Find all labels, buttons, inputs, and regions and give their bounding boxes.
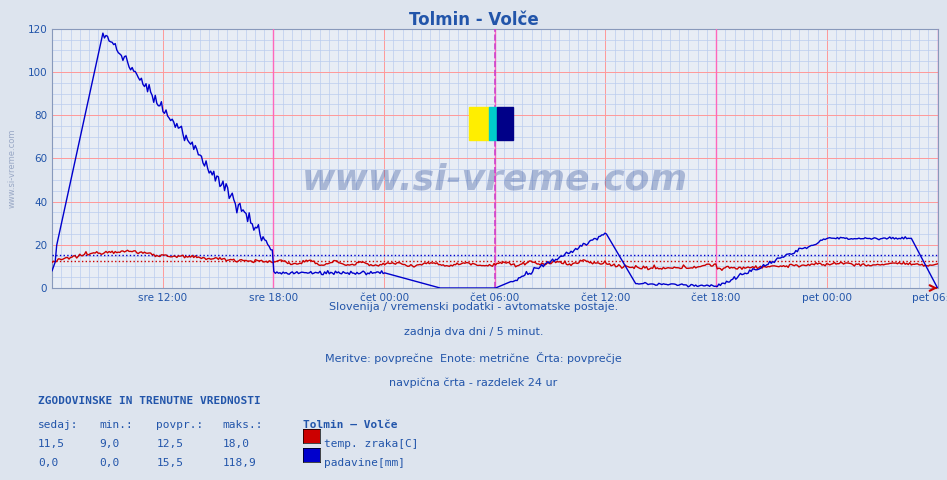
Text: www.si-vreme.com: www.si-vreme.com bbox=[302, 162, 688, 196]
Bar bbox=[489, 107, 497, 140]
Bar bbox=[497, 107, 513, 140]
Text: sedaj:: sedaj: bbox=[38, 420, 79, 430]
Text: 11,5: 11,5 bbox=[38, 439, 65, 449]
Text: 0,0: 0,0 bbox=[38, 458, 58, 468]
Text: Tolmin – Volče: Tolmin – Volče bbox=[303, 420, 398, 430]
Text: zadnja dva dni / 5 minut.: zadnja dva dni / 5 minut. bbox=[403, 327, 544, 337]
Text: ZGODOVINSKE IN TRENUTNE VREDNOSTI: ZGODOVINSKE IN TRENUTNE VREDNOSTI bbox=[38, 396, 260, 406]
Text: 12,5: 12,5 bbox=[156, 439, 184, 449]
Text: navpična črta - razdelek 24 ur: navpična črta - razdelek 24 ur bbox=[389, 377, 558, 388]
Text: 15,5: 15,5 bbox=[156, 458, 184, 468]
Text: maks.:: maks.: bbox=[223, 420, 263, 430]
Text: padavine[mm]: padavine[mm] bbox=[324, 458, 405, 468]
Text: www.si-vreme.com: www.si-vreme.com bbox=[8, 128, 17, 208]
Text: 118,9: 118,9 bbox=[223, 458, 257, 468]
Text: Slovenija / vremenski podatki - avtomatske postaje.: Slovenija / vremenski podatki - avtomats… bbox=[329, 302, 618, 312]
Text: povpr.:: povpr.: bbox=[156, 420, 204, 430]
Text: 9,0: 9,0 bbox=[99, 439, 119, 449]
Text: 18,0: 18,0 bbox=[223, 439, 250, 449]
Bar bbox=[469, 107, 489, 140]
Text: Meritve: povprečne  Enote: metrične  Črta: povprečje: Meritve: povprečne Enote: metrične Črta:… bbox=[325, 352, 622, 364]
Text: min.:: min.: bbox=[99, 420, 134, 430]
Text: Tolmin - Volče: Tolmin - Volče bbox=[408, 11, 539, 29]
Text: temp. zraka[C]: temp. zraka[C] bbox=[324, 439, 419, 449]
Text: 0,0: 0,0 bbox=[99, 458, 119, 468]
